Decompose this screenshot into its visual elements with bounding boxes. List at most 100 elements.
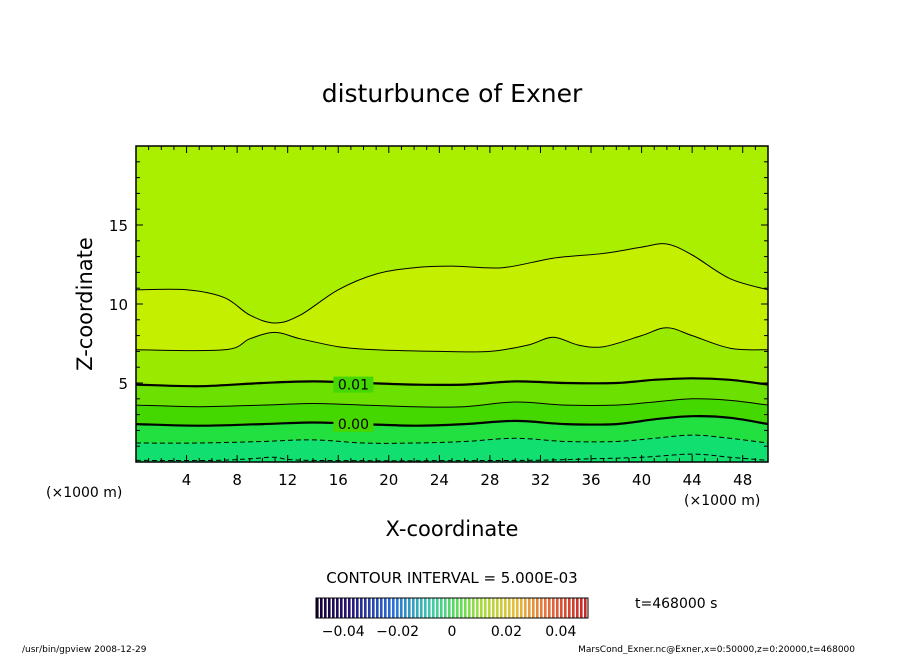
x-tick-label: 12 bbox=[278, 471, 297, 489]
colorbar-cell bbox=[436, 598, 439, 618]
colorbar-cell bbox=[584, 598, 587, 618]
colorbar-cell bbox=[452, 598, 455, 618]
colorbar-cell bbox=[344, 598, 347, 618]
colorbar-cell bbox=[552, 598, 555, 618]
colorbar-cell bbox=[496, 598, 499, 618]
colorbar-cell bbox=[392, 598, 395, 618]
contour-line bbox=[136, 398, 768, 408]
colorbar-cell bbox=[472, 598, 475, 618]
colorbar-cell bbox=[352, 598, 355, 618]
colorbar-cell bbox=[332, 598, 335, 618]
colorbar-tick-label: 0.04 bbox=[545, 624, 576, 640]
colorbar-cell bbox=[348, 598, 351, 618]
colorbar-cell bbox=[412, 598, 415, 618]
colorbar-cell bbox=[560, 598, 563, 618]
y-axis: 5 10 15 bbox=[109, 145, 768, 463]
colorbar-cell bbox=[316, 598, 319, 618]
colorbar-cell bbox=[380, 598, 383, 618]
y-axis-title: Z-coordinate bbox=[73, 237, 97, 371]
colorbar-cell bbox=[408, 598, 411, 618]
footer-left: /usr/bin/gpview 2008-12-29 bbox=[22, 645, 147, 654]
colorbar-cell bbox=[524, 598, 527, 618]
footer-right: MarsCond_Exner.nc@Exner,x=0:50000,z=0:20… bbox=[578, 645, 855, 654]
colorbar-cell bbox=[372, 598, 375, 618]
colorbar-cell bbox=[440, 598, 443, 618]
colorbar-cell bbox=[444, 598, 447, 618]
colorbar-cell bbox=[576, 598, 579, 618]
colorbar-cell bbox=[324, 598, 327, 618]
x-tick-label: 20 bbox=[379, 471, 398, 489]
contour-line bbox=[136, 327, 768, 353]
contour-label-bg bbox=[333, 376, 374, 393]
colorbar-cell bbox=[556, 598, 559, 618]
x-unit-label-right: (×1000 m) bbox=[684, 493, 760, 509]
colorbar-ticks: −0.04 −0.02 0 0.02 0.04 bbox=[322, 624, 577, 640]
colorbar-tick-label: −0.02 bbox=[376, 624, 419, 640]
colorbar-cell bbox=[504, 598, 507, 618]
colorbar-cell bbox=[456, 598, 459, 618]
colorbar-cell bbox=[548, 598, 551, 618]
colorbar-cell bbox=[516, 598, 519, 618]
colorbar-cell bbox=[568, 598, 571, 618]
colorbar-cell bbox=[464, 598, 467, 618]
colorbar-tick-label: 0 bbox=[448, 624, 457, 640]
colorbar-cell bbox=[396, 598, 399, 618]
colorbar-cell bbox=[384, 598, 387, 618]
colorbar-cell bbox=[420, 598, 423, 618]
colorbar-cell bbox=[364, 598, 367, 618]
contour-line bbox=[136, 243, 768, 324]
x-tick-label: 32 bbox=[531, 471, 550, 489]
colorbar-cell bbox=[488, 598, 491, 618]
contour-line bbox=[136, 453, 768, 462]
contour-label-layer: 0.01 0.00 bbox=[333, 376, 374, 433]
colorbar-cell bbox=[476, 598, 479, 618]
x-tick-label: 8 bbox=[232, 471, 242, 489]
y-tick-label: 5 bbox=[118, 375, 128, 393]
colorbar-cell bbox=[492, 598, 495, 618]
colorbar-cell bbox=[400, 598, 403, 618]
x-axis-title: X-coordinate bbox=[386, 517, 519, 541]
contour-line bbox=[136, 434, 768, 444]
x-axis: 4 8 12 16 20 24 28 32 36 40 44 48 bbox=[135, 146, 769, 489]
colorbar-frame bbox=[315, 597, 589, 619]
colorbar-tick-label: −0.04 bbox=[322, 624, 365, 640]
colorbar-cell bbox=[500, 598, 503, 618]
colorbar-cell bbox=[484, 598, 487, 618]
colorbar-cell bbox=[480, 598, 483, 618]
colorbar-cell bbox=[432, 598, 435, 618]
colorbar-cell bbox=[544, 598, 547, 618]
x-tick-label: 24 bbox=[430, 471, 449, 489]
x-tick-label: 40 bbox=[632, 471, 651, 489]
contour-label-bg bbox=[333, 416, 374, 433]
contour-label: 0.00 bbox=[338, 417, 369, 433]
contour-line-layer bbox=[136, 243, 768, 462]
colorbar-cell bbox=[404, 598, 407, 618]
colorbar-cell bbox=[536, 598, 539, 618]
x-tick-label: 44 bbox=[683, 471, 702, 489]
colorbar bbox=[316, 598, 587, 618]
chart-title: disturbunce of Exner bbox=[322, 79, 583, 108]
y-tick-label: 10 bbox=[109, 296, 128, 314]
contour-line bbox=[136, 377, 768, 388]
colorbar-cell bbox=[336, 598, 339, 618]
colorbar-cell bbox=[428, 598, 431, 618]
x-unit-label-left: (×1000 m) bbox=[46, 485, 122, 501]
colorbar-cell bbox=[528, 598, 531, 618]
colorbar-cell bbox=[564, 598, 567, 618]
x-tick-label: 28 bbox=[480, 471, 499, 489]
colorbar-cell bbox=[320, 598, 323, 618]
x-tick-label: 16 bbox=[329, 471, 348, 489]
contour-fill-layer bbox=[136, 146, 768, 462]
colorbar-cell bbox=[424, 598, 427, 618]
x-tick-label: 36 bbox=[581, 471, 600, 489]
x-tick-label: 4 bbox=[182, 471, 192, 489]
time-label: t=468000 s bbox=[635, 596, 717, 612]
colorbar-cell bbox=[360, 598, 363, 618]
x-tick-label: 48 bbox=[733, 471, 752, 489]
colorbar-cell bbox=[468, 598, 471, 618]
colorbar-cell bbox=[512, 598, 515, 618]
colorbar-cell bbox=[388, 598, 391, 618]
colorbar-cell bbox=[448, 598, 451, 618]
colorbar-cell bbox=[460, 598, 463, 618]
